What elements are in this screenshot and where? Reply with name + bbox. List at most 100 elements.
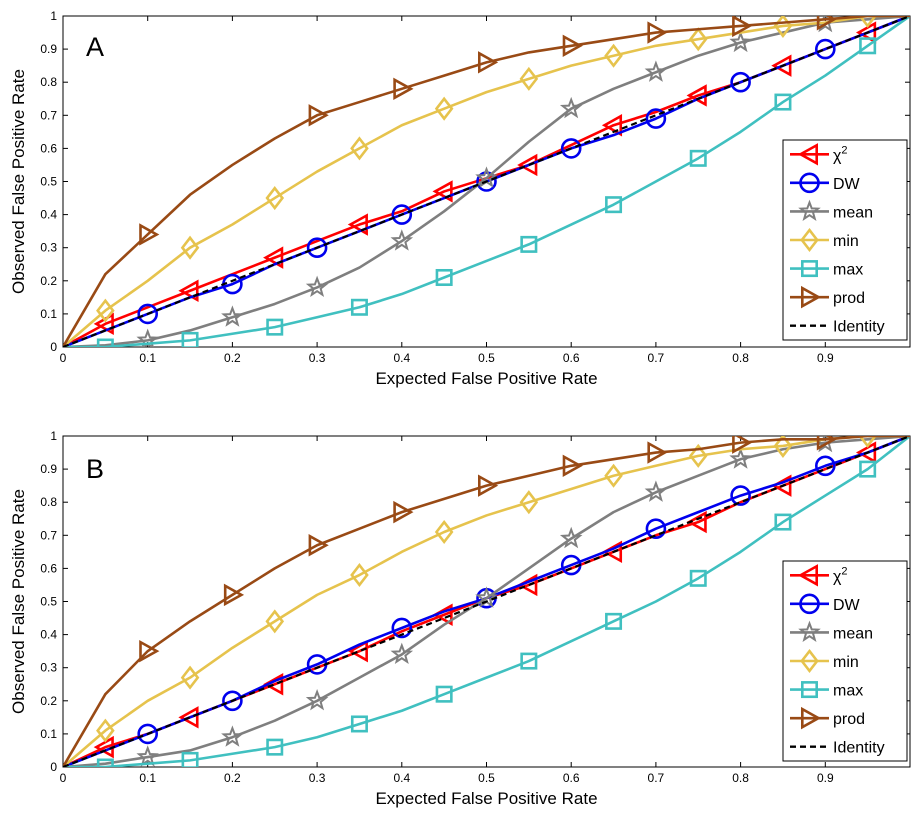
data-point-dw (730, 485, 751, 506)
y-tick-label: 0.5 (40, 595, 57, 609)
data-point-chi-square (686, 510, 707, 534)
data-point-dw (137, 303, 158, 325)
data-point-min (604, 43, 623, 68)
legend-label-max: max (833, 262, 863, 279)
data-point-prod (647, 441, 668, 464)
panel-label: B (86, 454, 104, 484)
x-tick-label: 0.5 (478, 771, 495, 785)
y-tick-label: 0.1 (40, 727, 57, 741)
series-min (63, 16, 910, 347)
data-point-max (520, 235, 538, 253)
data-point-min (265, 186, 285, 211)
x-axis-title: Expected False Positive Rate (375, 369, 597, 388)
x-tick-label: 0.4 (393, 351, 410, 365)
data-point-prod (732, 436, 753, 454)
data-point-mean (644, 480, 668, 502)
data-point-prod (647, 21, 668, 44)
series-prod (63, 16, 910, 347)
series-min (63, 436, 910, 767)
series-max (63, 16, 910, 347)
series-identity (63, 16, 910, 347)
legend-marker-dw (799, 593, 820, 615)
legend-marker-mean (798, 199, 821, 222)
data-point-mean (729, 30, 752, 53)
x-tick-label: 0.7 (648, 351, 665, 365)
data-point-min (350, 562, 369, 588)
data-point-chi-square (178, 706, 199, 729)
data-point-max (435, 268, 453, 286)
data-point-min (180, 235, 200, 260)
legend-label-max: max (833, 683, 863, 700)
data-point-dw (391, 204, 413, 225)
series-line-min (63, 16, 910, 347)
data-point-chi-square (601, 114, 623, 137)
data-point-mean (305, 688, 329, 711)
y-tick-label: 1 (50, 429, 57, 443)
legend-marker-chi-square (797, 564, 819, 587)
legend-marker-chi-square (797, 143, 819, 166)
data-point-dw (306, 237, 328, 258)
x-tick-label: 0.2 (224, 351, 241, 365)
series-line-mean (63, 16, 910, 347)
panel-label: A (86, 32, 104, 62)
plot-series (63, 16, 910, 347)
data-point-dw (730, 71, 751, 93)
legend-marker-prod (800, 706, 822, 730)
legend-marker-min (800, 648, 819, 674)
data-point-min (180, 665, 200, 690)
data-point-prod (393, 500, 414, 524)
data-point-max (266, 738, 284, 756)
data-point-chi-square (178, 279, 199, 302)
y-tick-label: 0.8 (40, 75, 57, 89)
data-point-prod (393, 77, 414, 101)
legend-marker-max (800, 681, 818, 699)
data-point-min (519, 66, 539, 91)
data-point-min (858, 436, 877, 449)
data-point-chi-square (347, 639, 368, 663)
y-tick-label: 0.9 (40, 42, 57, 56)
data-point-prod (477, 474, 499, 497)
data-point-min (434, 519, 454, 545)
y-tick-label: 0.2 (40, 694, 57, 708)
data-point-max (605, 612, 623, 630)
data-point-max (435, 685, 453, 703)
data-point-max (520, 652, 538, 670)
series-line-identity (63, 436, 910, 767)
data-point-max (689, 149, 707, 167)
data-point-min (858, 16, 877, 29)
data-point-mean (729, 447, 752, 469)
data-point-dw (814, 455, 836, 477)
data-point-max (181, 751, 199, 767)
series-line-mean (63, 436, 910, 767)
y-tick-label: 1 (50, 9, 57, 23)
data-point-chi-square (347, 213, 368, 236)
data-point-chi-square (432, 603, 453, 626)
x-axis-title: Expected False Positive Rate (375, 789, 597, 808)
data-point-dw (222, 690, 243, 712)
data-point-min (434, 96, 454, 121)
data-point-chi-square (771, 54, 792, 77)
data-point-dw (137, 723, 158, 745)
legend-label-dw: DW (833, 176, 861, 193)
data-point-chi-square (263, 246, 284, 269)
x-tick-label: 0.2 (224, 771, 241, 785)
y-tick-label: 0.7 (40, 108, 57, 122)
x-tick-label: 0.1 (139, 771, 156, 785)
legend-label-identity: Identity (833, 319, 885, 336)
data-point-mean (390, 229, 414, 251)
data-point-dw (391, 617, 413, 639)
y-tick-label: 0 (50, 760, 57, 774)
y-tick-label: 0.5 (40, 175, 57, 189)
chart-panel-b: 0 0.1 0.2 0.3 0.4 0.5 0.6 0.7 0.8 0.9 0 0.1 0.2 0.3 0.… (9, 429, 911, 808)
series-line-min (63, 436, 910, 767)
data-point-max (859, 460, 877, 478)
x-tick-label: 0.9 (817, 771, 834, 785)
data-point-max (350, 298, 368, 316)
series-line-max (63, 436, 910, 767)
data-point-mean (221, 305, 244, 327)
x-tick-label: 0 (60, 771, 67, 785)
data-point-prod (816, 16, 837, 31)
legend-label-mean: mean (833, 204, 873, 221)
data-point-mean (559, 96, 583, 119)
